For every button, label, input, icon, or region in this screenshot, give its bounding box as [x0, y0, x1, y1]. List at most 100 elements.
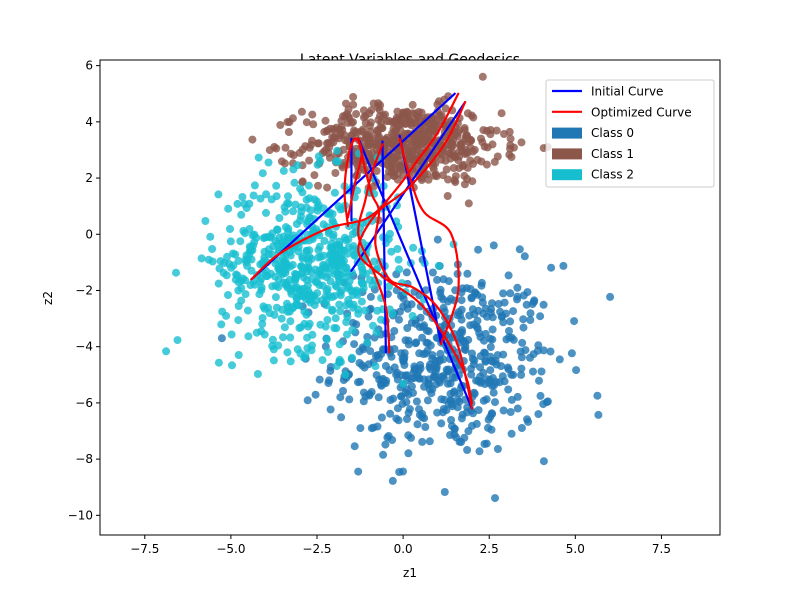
data-point	[484, 415, 493, 424]
data-point	[520, 252, 529, 261]
data-point	[414, 131, 423, 140]
data-point	[325, 376, 334, 385]
data-point	[403, 300, 412, 309]
data-point	[172, 268, 180, 277]
data-point	[411, 339, 420, 348]
data-point	[381, 362, 390, 370]
data-point	[296, 323, 305, 332]
data-point	[279, 166, 288, 175]
data-point	[510, 143, 518, 152]
data-point	[498, 372, 507, 381]
data-point	[279, 333, 287, 342]
data-point	[509, 307, 518, 316]
data-point	[462, 131, 471, 140]
data-point	[329, 133, 338, 142]
data-point	[234, 256, 243, 265]
data-point	[401, 119, 410, 128]
data-point	[506, 408, 515, 416]
data-point	[436, 288, 445, 297]
data-point	[393, 245, 402, 253]
data-point	[504, 385, 513, 394]
legend-patch-swatch	[552, 169, 582, 181]
data-point	[486, 334, 495, 343]
data-point	[437, 419, 446, 428]
data-point	[467, 364, 475, 373]
data-point	[486, 352, 495, 361]
data-point	[369, 99, 378, 108]
data-point	[539, 457, 548, 466]
data-point	[433, 107, 442, 116]
data-point	[479, 368, 488, 377]
legend: Initial Curve Optimized Curve Class 0 Class…	[545, 79, 715, 188]
data-point	[350, 442, 359, 451]
data-point	[460, 171, 469, 180]
data-point	[480, 348, 489, 357]
data-point	[283, 348, 292, 357]
data-point	[526, 353, 534, 362]
y-tick-label: −2	[75, 283, 93, 297]
data-point	[468, 349, 476, 358]
data-point	[408, 100, 417, 109]
data-point	[318, 296, 327, 305]
data-point	[385, 282, 393, 291]
data-point	[447, 143, 456, 152]
data-point	[336, 205, 345, 214]
legend-patch-swatch	[552, 148, 582, 160]
data-point	[354, 305, 363, 314]
data-point	[594, 410, 603, 419]
data-point	[356, 424, 365, 433]
data-point	[289, 165, 298, 174]
data-point	[330, 188, 339, 197]
legend-label: Class 1	[591, 147, 634, 161]
data-point	[271, 293, 280, 302]
y-tick-label: −6	[75, 396, 93, 410]
data-point	[536, 391, 545, 400]
data-point	[534, 410, 543, 419]
x-tick-label: 0.0	[394, 542, 413, 556]
data-point	[280, 159, 289, 168]
data-point	[350, 340, 359, 349]
data-point	[425, 437, 434, 446]
data-point	[309, 120, 318, 129]
data-point	[320, 147, 329, 156]
data-point	[393, 107, 402, 116]
data-point	[409, 388, 417, 397]
data-point	[257, 327, 266, 336]
data-point	[294, 301, 303, 310]
data-point	[305, 246, 314, 255]
data-point	[481, 329, 490, 338]
data-point	[401, 336, 410, 345]
data-point	[379, 450, 388, 459]
data-point	[515, 245, 524, 254]
data-point	[421, 423, 430, 431]
data-point	[463, 109, 472, 118]
data-point	[477, 134, 485, 143]
data-point	[433, 408, 442, 417]
data-point	[420, 321, 428, 330]
data-point	[521, 346, 530, 355]
data-point	[250, 230, 259, 239]
data-point	[433, 275, 442, 284]
data-point	[389, 394, 398, 403]
data-point	[290, 178, 299, 187]
data-point	[326, 366, 335, 375]
data-point	[487, 425, 496, 434]
data-point	[304, 286, 313, 295]
data-point	[458, 284, 467, 293]
data-point	[258, 169, 267, 178]
x-axis-label: z1	[403, 566, 417, 580]
data-point	[376, 123, 385, 132]
data-point	[285, 118, 294, 127]
data-point	[322, 335, 331, 344]
data-point	[405, 138, 414, 147]
data-point	[547, 263, 556, 272]
x-tick-label: −2.5	[302, 542, 331, 556]
data-point	[506, 317, 515, 326]
data-point	[455, 437, 464, 446]
data-point	[394, 416, 403, 425]
data-point	[507, 429, 516, 438]
data-point	[315, 242, 324, 251]
data-point	[261, 233, 269, 242]
data-point	[334, 157, 343, 166]
data-point	[423, 396, 432, 405]
